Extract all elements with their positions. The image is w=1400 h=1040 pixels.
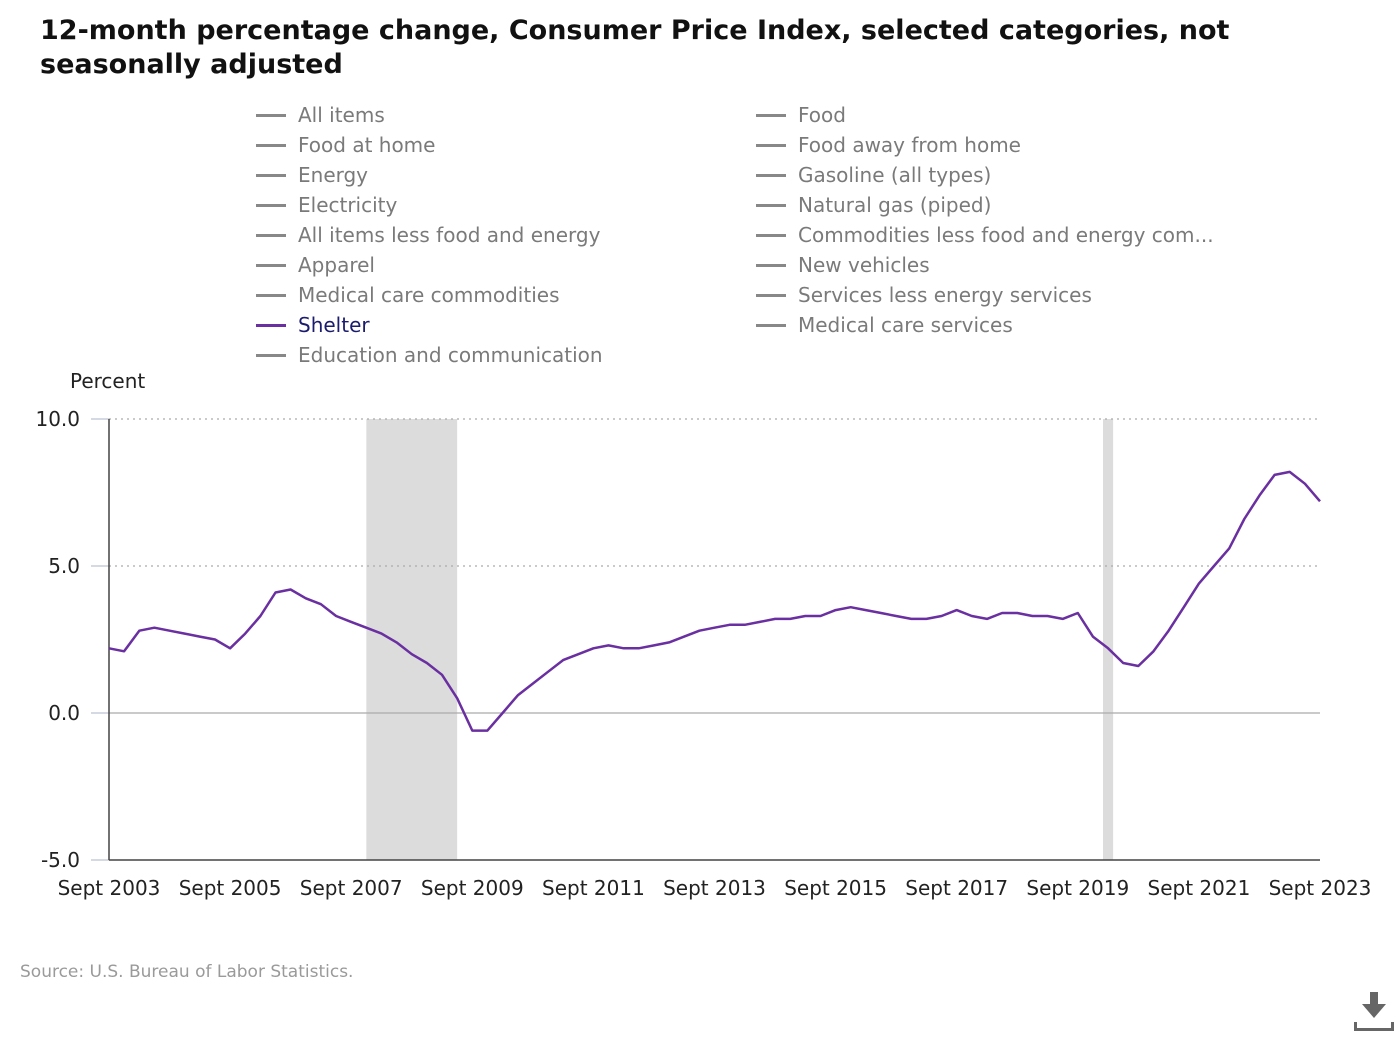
legend-label: Education and communication <box>298 343 603 367</box>
legend-item-energy[interactable]: Energy <box>256 160 368 190</box>
legend-swatch <box>756 293 786 297</box>
y-tick-label: 0.0 <box>48 701 80 725</box>
legend-swatch <box>256 263 286 267</box>
recession-band <box>366 419 458 860</box>
legend-swatch <box>756 143 786 147</box>
legend-label: New vehicles <box>798 253 930 277</box>
legend-label: Medical care commodities <box>298 283 560 307</box>
legend-item-shelter[interactable]: Shelter <box>256 310 370 340</box>
series-line-shelter <box>108 470 1321 732</box>
legend-label: Medical care services <box>798 313 1013 337</box>
legend-swatch <box>256 113 286 117</box>
x-tick-label: Sept 2013 <box>663 876 766 900</box>
y-tick-label: -5.0 <box>41 848 80 872</box>
legend-swatch <box>756 263 786 267</box>
legend-swatch <box>256 203 286 207</box>
legend-swatch <box>256 233 286 237</box>
legend-swatch <box>756 173 786 177</box>
x-tick-label: Sept 2021 <box>1148 876 1251 900</box>
legend-item-natural-gas-piped[interactable]: Natural gas (piped) <box>756 190 991 220</box>
legend-item-food[interactable]: Food <box>756 100 846 130</box>
recession-band <box>1103 419 1114 860</box>
legend-label: Energy <box>298 163 369 187</box>
legend-item-medical-care-services[interactable]: Medical care services <box>756 310 1013 340</box>
legend-label: Food at home <box>298 133 436 157</box>
download-icon <box>1354 992 1394 1031</box>
legend-swatch <box>756 323 786 327</box>
legend-label: Services less energy services <box>798 283 1092 307</box>
legend-swatch <box>256 143 286 147</box>
legend-item-electricity[interactable]: Electricity <box>256 190 397 220</box>
x-tick-label: Sept 2015 <box>784 876 887 900</box>
legend-item-apparel[interactable]: Apparel <box>256 250 375 280</box>
legend-item-food-away-from-home[interactable]: Food away from home <box>756 130 1021 160</box>
legend-item-all-items-less-food-and-energy[interactable]: All items less food and energy <box>256 220 600 250</box>
legend-swatch <box>756 203 786 207</box>
legend-item-medical-care-commodities[interactable]: Medical care commodities <box>256 280 559 310</box>
legend-label: Natural gas (piped) <box>798 193 992 217</box>
legend-swatch <box>256 293 286 297</box>
legend-label: All items <box>298 103 385 127</box>
legend-swatch <box>756 113 786 117</box>
x-tick-label: Sept 2019 <box>1026 876 1129 900</box>
x-tick-label: Sept 2011 <box>542 876 645 900</box>
legend-label: All items less food and energy <box>298 223 601 247</box>
download-button[interactable] <box>1352 990 1396 1034</box>
legend-item-food-at-home[interactable]: Food at home <box>256 130 435 160</box>
y-tick-label: 10.0 <box>35 407 80 431</box>
x-tick-label: Sept 2007 <box>300 876 403 900</box>
x-tick-label: Sept 2023 <box>1269 876 1372 900</box>
chart-title: 12-month percentage change, Consumer Pri… <box>40 15 1230 80</box>
x-tick-label: Sept 2017 <box>905 876 1008 900</box>
legend-item-new-vehicles[interactable]: New vehicles <box>756 250 930 280</box>
x-tick-label: Sept 2005 <box>179 876 282 900</box>
legend-label: Food away from home <box>798 133 1021 157</box>
line-chart: Percent 10.0 5.0 0.0 -5.0 Sept 2003 Sept 2005 S… <box>35 369 1372 900</box>
source-note: Source: U.S. Bureau of Labor Statistics. <box>20 962 354 982</box>
legend-label: Food <box>798 103 846 127</box>
legend-swatch <box>256 353 286 357</box>
legend-label: Apparel <box>298 253 375 277</box>
legend-item-services-less-energy-services[interactable]: Services less energy services <box>756 280 1092 310</box>
legend-item-commodities-less-food-and-energy-com[interactable]: Commodities less food and energy com... <box>756 220 1214 250</box>
legend-item-all-items[interactable]: All items <box>256 100 385 130</box>
legend-swatch <box>756 233 786 237</box>
legend-item-gasoline-all-types[interactable]: Gasoline (all types) <box>756 160 991 190</box>
y-tick-label: 5.0 <box>48 554 80 578</box>
legend-label: Shelter <box>298 313 370 337</box>
y-axis-label: Percent <box>70 369 145 393</box>
legend-item-education-and-communication[interactable]: Education and communication <box>256 340 603 370</box>
legend-label: Gasoline (all types) <box>798 163 992 187</box>
legend-swatch <box>256 323 286 327</box>
legend-swatch <box>256 173 286 177</box>
legend-label: Commodities less food and energy com... <box>798 223 1214 247</box>
x-tick-label: Sept 2009 <box>421 876 524 900</box>
x-tick-label: Sept 2003 <box>58 876 161 900</box>
legend-label: Electricity <box>298 193 398 217</box>
